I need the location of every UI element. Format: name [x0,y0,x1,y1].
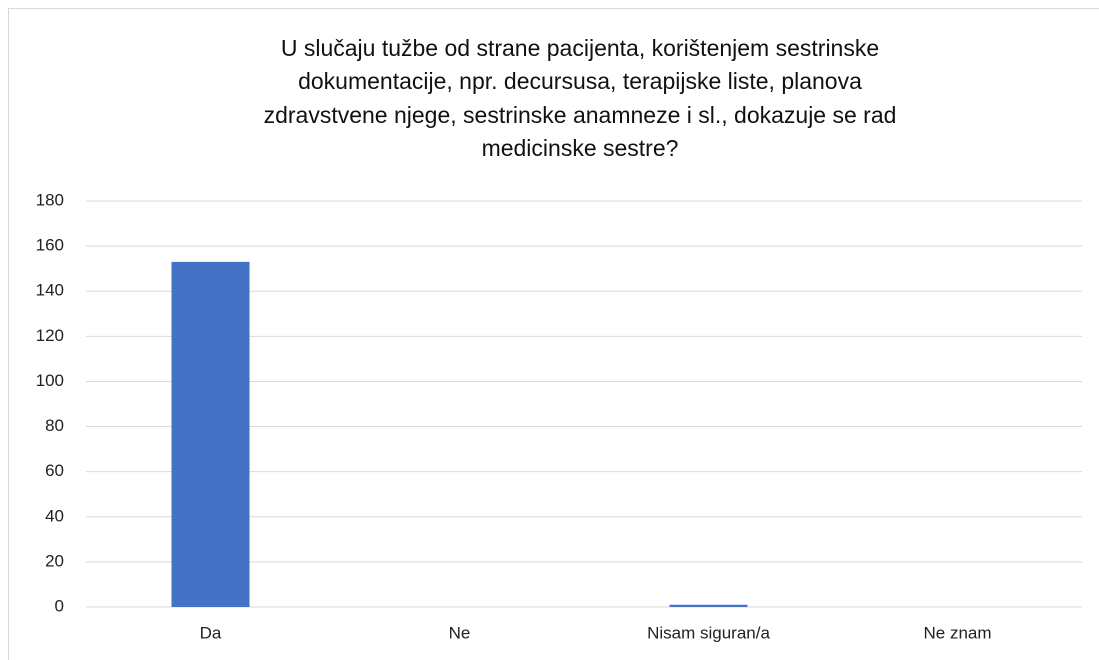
y-tick-label: 80 [45,416,64,435]
chart-title: dokumentacije, npr. decursusa, terapijsk… [298,68,862,94]
x-tick-label: Da [200,623,222,642]
y-tick-label: 140 [36,281,64,300]
x-tick-label: Ne znam [923,623,991,642]
bar [171,261,250,607]
y-tick-label: 0 [55,596,64,615]
x-tick-label: Nisam siguran/a [647,623,770,642]
y-tick-label: 120 [36,326,64,345]
bar [669,604,748,607]
y-tick-label: 180 [36,190,64,209]
chart-title: U slučaju tužbe od strane pacijenta, kor… [281,35,879,61]
y-tick-label: 160 [36,236,64,255]
y-tick-label: 60 [45,461,64,480]
y-tick-label: 20 [45,551,64,570]
chart-title: medicinske sestre? [482,135,679,161]
x-tick-label: Ne [449,623,471,642]
y-tick-label: 40 [45,506,64,525]
y-tick-label: 100 [36,371,64,390]
chart-title: zdravstvene njege, sestrinske anamneze i… [264,102,897,128]
